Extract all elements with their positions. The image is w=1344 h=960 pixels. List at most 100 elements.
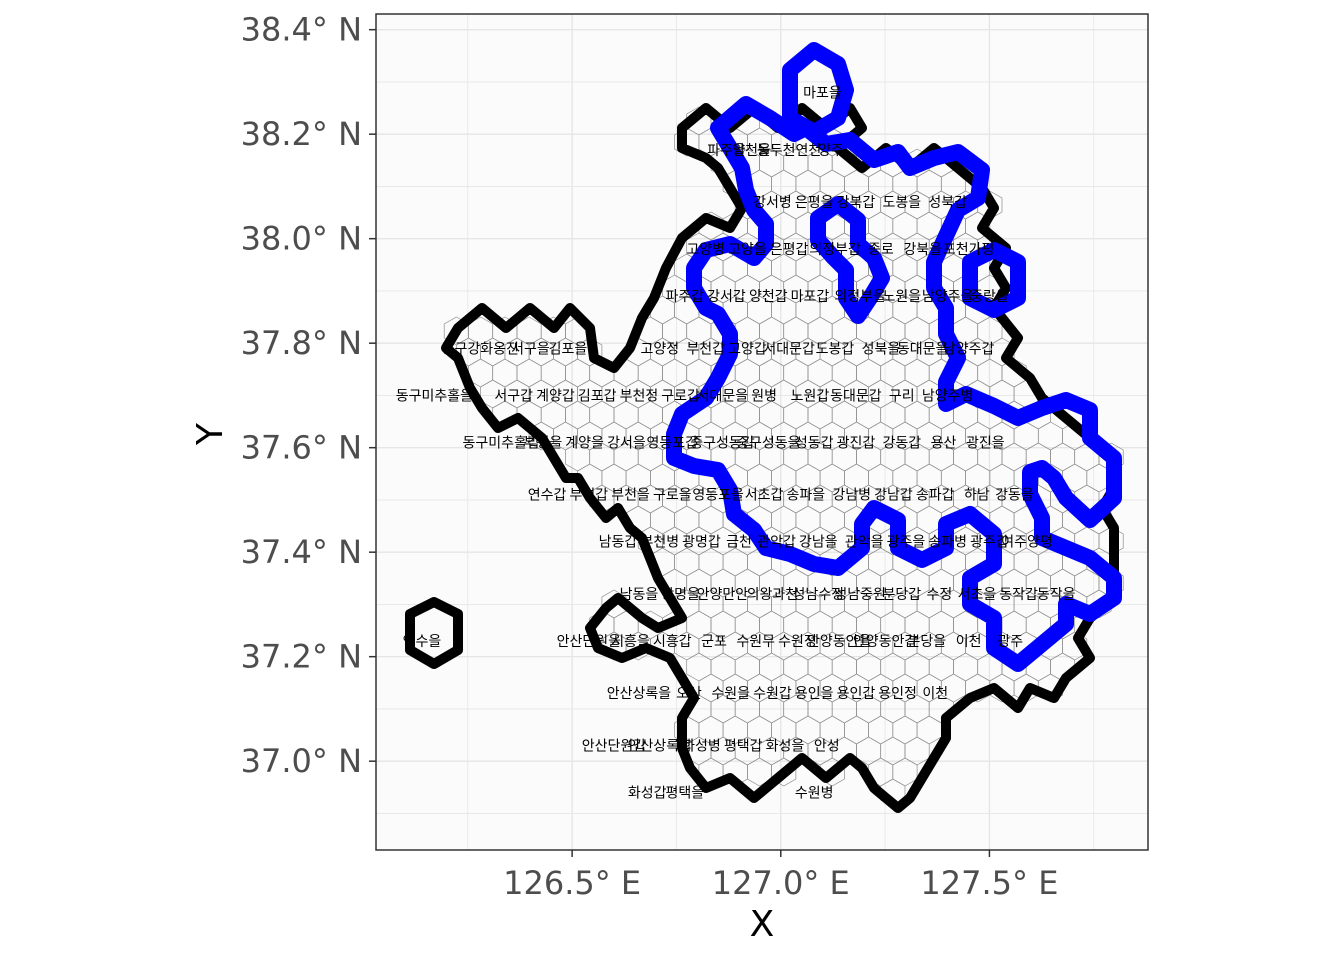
district-label: 계양갑 [536, 388, 575, 404]
district-label: 강서갑 [707, 289, 746, 305]
district-label: 광진갑 [837, 435, 876, 451]
district-label: 동대문갑 [830, 388, 882, 404]
district-label: 부천정 [620, 388, 659, 404]
district-label: 이천 [922, 686, 948, 702]
district-label: 시흥을 [611, 634, 650, 650]
district-label: 고양병 [686, 242, 725, 258]
district-label: 강남병 [832, 488, 871, 504]
district-label: 의왕과천 [747, 587, 799, 603]
district-label: 중구성동갑 [690, 435, 755, 451]
district-label: 남동을 [620, 587, 659, 603]
district-label: 원병 [751, 388, 777, 404]
district-label: 관악갑 [757, 535, 796, 551]
district-label: 동작을 [1037, 587, 1076, 603]
district-label: 고양을 [728, 242, 767, 258]
district-label: 남동갑 [599, 535, 638, 551]
outline-seoul-notch [810, 196, 890, 324]
district-label: 이천 [956, 634, 982, 650]
district-label: 고양정 [640, 341, 679, 357]
district-label: 포천가평 [943, 242, 995, 258]
district-label: 동구미추홀갑 [463, 435, 540, 451]
district-label: 광명갑 [682, 535, 721, 551]
district-label: 의정부갑 [809, 242, 861, 258]
outline-seoul [666, 96, 1122, 672]
district-label: 남양주을 [922, 289, 974, 305]
district-label: 구로갑 [661, 388, 700, 404]
y-tick-label: 37.8° N [241, 324, 362, 362]
district-label: 수원을 [711, 686, 750, 702]
district-label: 송파갑 [916, 488, 955, 504]
district-label: 동대문을 [897, 341, 949, 357]
district-label: 수정 [927, 587, 953, 603]
district-label: 강서을 [607, 435, 646, 451]
district-label: 수원병 [795, 786, 834, 802]
x-tick-label: 127.5° E [920, 864, 1058, 902]
district-label: 중랑을 [970, 289, 1009, 305]
x-axis-ticks: 126.5° E 127.0° E 127.5° E [503, 850, 1058, 902]
district-label: 양천을 [732, 143, 771, 159]
y-tick-label: 37.0° N [241, 742, 362, 780]
district-label: 용인정 [878, 686, 917, 702]
x-tick-label: 127.0° E [712, 864, 850, 902]
district-label: 파주을 [707, 143, 746, 159]
outline-seoul-top [782, 42, 854, 140]
district-label: 여주양평 [1001, 535, 1053, 551]
district-label: 금천 [726, 535, 752, 551]
district-label: 강남을 [799, 535, 838, 551]
district-label: 용산 [931, 435, 957, 451]
y-tick-label: 38.4° N [241, 11, 362, 49]
district-label: 강동을 [995, 488, 1034, 504]
outline-seoul-east [962, 242, 1026, 318]
district-label: 동작갑 [999, 587, 1038, 603]
district-label: 용인을 [795, 686, 834, 702]
district-label: 광주을 [887, 535, 926, 551]
district-label: 분당을 [907, 634, 946, 650]
district-label: 은평을 [795, 195, 834, 211]
district-label: 평택갑 [724, 739, 763, 755]
district-label: 하남 [964, 488, 990, 504]
district-label: 평택을 [665, 786, 704, 802]
district-label: 동두천연천 [757, 143, 821, 159]
district-label: 동구미추홀을 [396, 388, 473, 404]
district-label: 시흥갑 [653, 634, 692, 650]
y-axis-ticks: 37.0° N 37.2° N 37.4° N 37.6° N 37.8° N 38.0°… [241, 11, 376, 780]
x-tick-label: 126.5° E [503, 864, 641, 902]
district-label: 부천병 [640, 535, 679, 551]
district-label: 영등포을 [692, 488, 744, 504]
district-label: 강서병 [753, 195, 792, 211]
district-label: 서초갑 [745, 488, 784, 504]
district-label: 서대문을 [697, 388, 749, 404]
district-label: 계양을 [565, 435, 604, 451]
district-label: 안성 [814, 739, 840, 755]
district-label: 안양만안 [697, 587, 749, 603]
district-label: 성북을 [862, 341, 901, 357]
district-label: 수원정 [778, 634, 817, 650]
y-tick-label: 38.2° N [241, 115, 362, 153]
district-label: 안산단원을 [557, 634, 622, 650]
district-label: 화성병 [682, 739, 721, 755]
y-tick-label: 38.0° N [241, 220, 362, 258]
outline-gyeonggi [441, 103, 1119, 813]
district-label: 강남갑 [874, 488, 913, 504]
district-label: 마포갑 [791, 289, 830, 305]
district-label: 송파병 [928, 535, 967, 551]
district-label: 용인갑 [837, 686, 876, 702]
district-label: 서대문갑 [763, 341, 815, 357]
district-label: 노원갑 [791, 388, 830, 404]
y-tick-label: 37.6° N [241, 429, 362, 467]
district-label: 강북을 [903, 242, 942, 258]
district-label: 오산 [676, 686, 702, 702]
district-label: 도봉을 [882, 195, 921, 211]
district-label: 중구성동을 [736, 435, 801, 451]
district-label: 부천갑 [686, 341, 725, 357]
district-label: 연수갑 [528, 488, 567, 504]
district-label: 구로을 [653, 488, 692, 504]
district-label: 김포을 [549, 341, 588, 357]
district-label: 관악을 [845, 535, 884, 551]
y-axis-title: Y [190, 422, 231, 446]
district-label: 광주 [997, 634, 1023, 650]
district-label: 영등포갑 [647, 435, 699, 451]
outline-island [405, 597, 463, 669]
district-label: 부평갑 [569, 488, 608, 504]
